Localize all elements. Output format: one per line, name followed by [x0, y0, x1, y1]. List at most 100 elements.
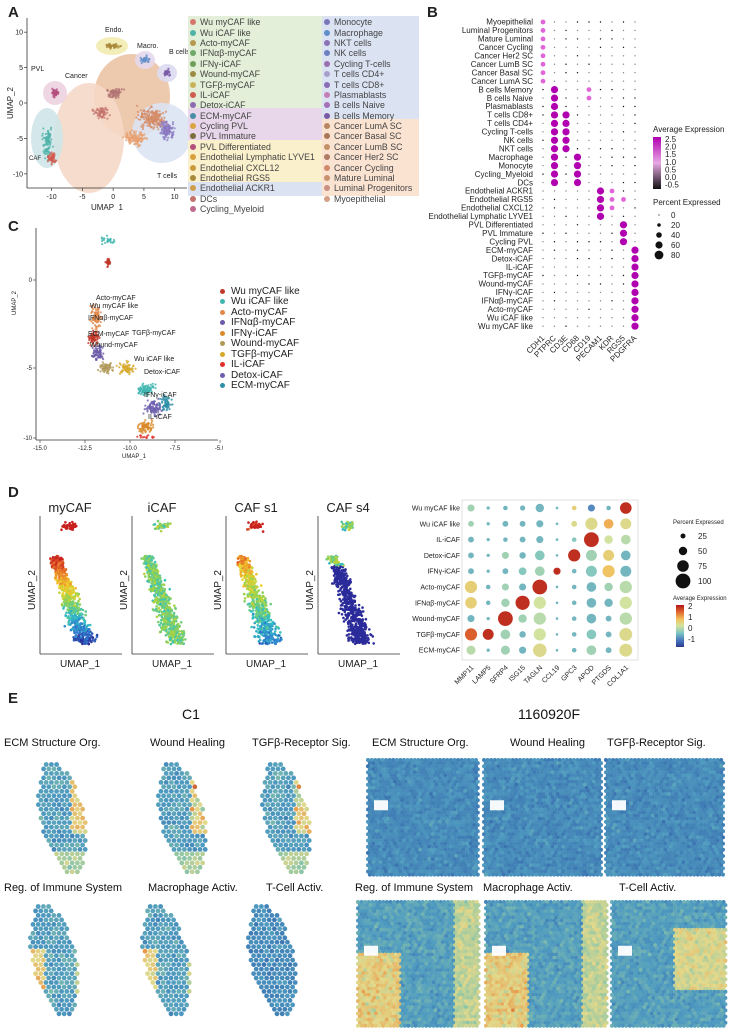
legend-swatch [220, 372, 225, 378]
cell-dot [159, 397, 162, 400]
cell-dot [169, 631, 173, 634]
dotplot-dot [553, 300, 556, 302]
cell-dot [95, 635, 99, 639]
dotplot-dot [599, 156, 602, 158]
cell-dot [149, 577, 153, 581]
dotplot-dot [599, 46, 602, 49]
legend-label: ECM-myCAF [200, 110, 252, 121]
cell-dot [48, 146, 51, 149]
cell-dot [88, 319, 91, 322]
cell-dot [363, 638, 367, 641]
cell-dot [125, 139, 128, 142]
cell-dot [159, 112, 162, 115]
dotplot-row-label: Monocyte [498, 161, 533, 170]
cell-dot [338, 581, 341, 584]
cell-dot [157, 620, 160, 624]
cell-dot [166, 601, 170, 604]
cell-dot [53, 567, 57, 570]
dotplot-dot [588, 257, 590, 260]
cell-dot [255, 606, 258, 610]
cell-dot [153, 413, 156, 416]
colorbar-tick-label: 1.5 [665, 150, 677, 159]
legend-swatch [190, 91, 196, 98]
cell-dot [131, 367, 134, 371]
cell-dot [255, 629, 258, 633]
cell-dot [141, 422, 144, 425]
cell-dot [117, 96, 120, 99]
cell-dot [91, 341, 94, 344]
dotplot-dot [622, 181, 625, 184]
size-legend-label: 40 [671, 231, 680, 240]
cell-dot [145, 54, 148, 57]
dotplot-dot [576, 257, 579, 260]
cell-dot [146, 60, 149, 64]
cell-dot [243, 569, 246, 572]
cell-dot [117, 89, 120, 93]
dotplot-dot [634, 198, 636, 201]
cell-dot [148, 118, 151, 121]
cell-dot [251, 522, 254, 525]
legend-label: Plasmablasts [334, 89, 387, 100]
cell-dot [96, 341, 99, 344]
cell-dot [151, 382, 154, 385]
cell-dot [165, 398, 168, 401]
cell-dot [58, 591, 61, 594]
dotplot-dot [542, 241, 544, 243]
cell-dot [81, 639, 84, 643]
cell-dot [157, 613, 161, 617]
cell-dot [150, 411, 153, 414]
cell-dot [123, 367, 126, 370]
cell-dot [51, 145, 55, 148]
cell-dot [169, 403, 172, 406]
cell-dot [161, 612, 165, 616]
dotplot-dot [550, 170, 559, 178]
legend-label: Wu myCAF like [231, 285, 300, 297]
cell-dot [329, 559, 333, 563]
dotplot-dot [631, 263, 639, 271]
cell-dot [112, 90, 115, 93]
cell-dot [120, 371, 123, 374]
cell-dot [345, 576, 348, 580]
dotplot-dot [553, 55, 556, 57]
dotplot-dot [573, 153, 582, 161]
cell-dot [264, 597, 267, 600]
cell-dot [95, 354, 98, 357]
cell-dot [84, 639, 87, 643]
cell-dot [166, 612, 169, 615]
cell-dot [94, 339, 97, 342]
cluster-label-caf: CAF [29, 156, 41, 162]
cell-dot [99, 370, 102, 373]
cell-dot [267, 616, 270, 619]
dotplot-dot [599, 139, 602, 141]
cell-dot [166, 632, 170, 636]
cell-dot [91, 327, 94, 330]
cell-dot [182, 632, 186, 635]
cell-dot [101, 361, 104, 364]
cell-dot [66, 595, 69, 598]
legend-swatch [190, 112, 196, 119]
dotplot-dot [565, 300, 567, 302]
dotplot-dot [553, 283, 556, 285]
dotplot-dot [599, 131, 602, 133]
cell-dot [137, 423, 140, 426]
cell-dot [349, 578, 352, 581]
y-tick-label: -5 [17, 136, 23, 143]
cell-dot [65, 587, 68, 590]
cell-dot [101, 243, 104, 246]
cell-dot [167, 125, 170, 128]
cell-dot [71, 520, 74, 524]
cell-dot [171, 134, 174, 137]
dotplot-dot [611, 274, 613, 277]
cell-dot [160, 132, 163, 135]
cell-dot [51, 564, 54, 568]
cell-dot [94, 303, 97, 306]
cell-dot [347, 607, 350, 611]
cell-dot [73, 610, 76, 614]
cell-dot [97, 318, 100, 321]
dotplot-dot [542, 325, 544, 327]
cell-dot [354, 614, 358, 617]
cell-dot [347, 622, 350, 625]
cell-dot [149, 408, 152, 411]
dotplot-dot [596, 195, 605, 204]
legend-item: Wu iCAF like [220, 296, 300, 307]
